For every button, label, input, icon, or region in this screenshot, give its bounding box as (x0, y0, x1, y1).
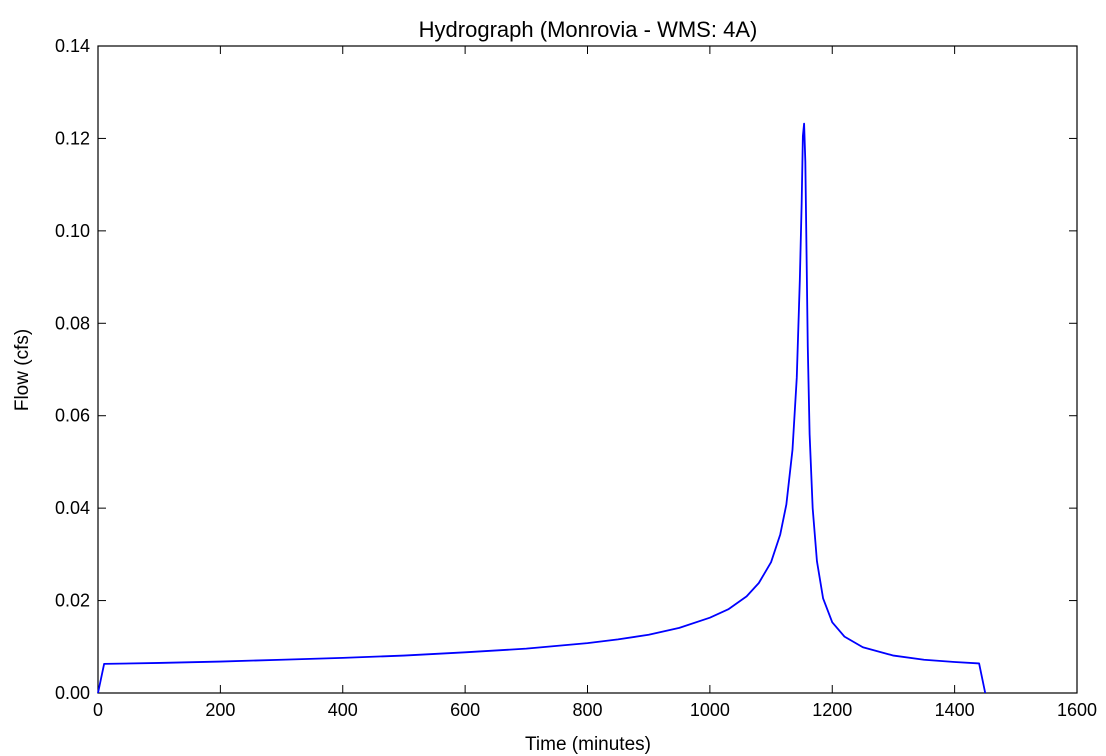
y-tick-label: 0.00 (55, 683, 90, 703)
y-tick-label: 0.14 (55, 36, 90, 56)
y-axis-title: Flow (cfs) (12, 329, 33, 411)
x-tick-label: 200 (205, 700, 235, 720)
chart-title: Hydrograph (Monrovia - WMS: 4A) (419, 17, 758, 42)
series-line-flow (97, 122, 987, 694)
x-tick-label: 0 (93, 700, 103, 720)
x-tick-label: 1200 (812, 700, 852, 720)
x-tick-label: 1600 (1057, 700, 1097, 720)
x-tick-label: 1000 (690, 700, 730, 720)
x-tick-label: 600 (450, 700, 480, 720)
y-tick-label: 0.04 (55, 498, 90, 518)
x-tick-label: 1400 (935, 700, 975, 720)
x-axis-title: Time (minutes) (525, 734, 651, 755)
y-tick-label: 0.10 (55, 221, 90, 241)
y-tick-label: 0.06 (55, 406, 90, 426)
x-tick-label: 800 (572, 700, 602, 720)
x-tick-label: 400 (328, 700, 358, 720)
axis-ticks: 0 200 400 600 800 1000 1200 1400 1600 0.00 0.02 0.0… (55, 36, 1097, 720)
plot-frame (97, 45, 1078, 694)
y-tick-label: 0.02 (55, 591, 90, 611)
y-tick-label: 0.12 (55, 128, 90, 148)
y-tick-label: 0.08 (55, 313, 90, 333)
